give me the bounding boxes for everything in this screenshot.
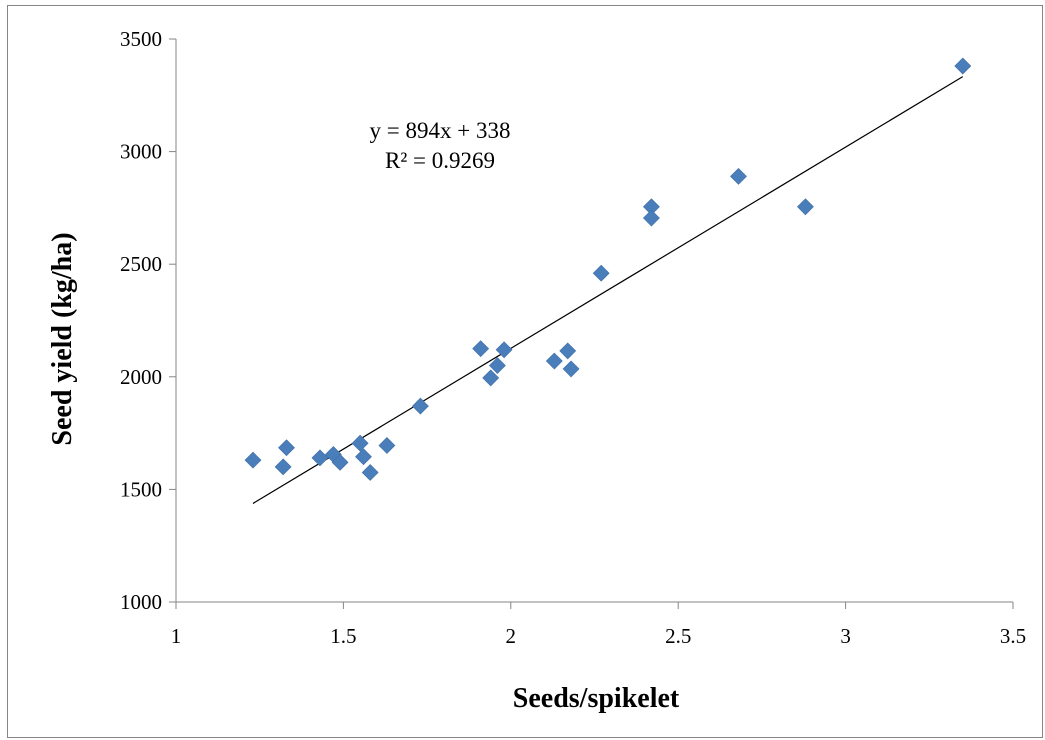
data-point-marker <box>351 434 369 452</box>
data-point-marker <box>545 352 563 370</box>
x-tick-label: 1 <box>171 624 182 648</box>
data-point-marker <box>562 360 580 378</box>
data-point-marker <box>482 369 500 387</box>
x-tick-label: 3 <box>840 624 851 648</box>
scatter-chart: 1 1.5 2 2.5 3 3.5 1000 1500 2000 2500 3000 3500 y … <box>47 27 1026 714</box>
x-tick-label: 2.5 <box>665 624 691 648</box>
data-point-marker <box>495 341 513 359</box>
data-point-marker <box>278 439 295 457</box>
data-point-marker <box>378 437 396 454</box>
axes <box>175 39 1013 603</box>
data-point-marker <box>311 449 329 467</box>
trendline-group <box>252 76 964 504</box>
data-point-marker <box>355 448 372 466</box>
data-point-marker <box>559 342 577 360</box>
y-axis-title: Seed yield (kg/ha) <box>47 232 78 445</box>
y-tick-label: 1500 <box>120 477 162 501</box>
y-tick-label: 1000 <box>120 590 162 614</box>
trendline <box>252 76 964 504</box>
data-point-marker <box>274 458 292 476</box>
x-tick-label: 1.5 <box>330 624 356 648</box>
data-point-marker <box>954 57 972 75</box>
data-point-marker <box>642 209 660 227</box>
data-point-marker <box>796 198 814 216</box>
data-point-marker <box>472 340 490 358</box>
x-axis-ticks: 1 1.5 2 2.5 3 3.5 <box>171 602 1026 648</box>
y-tick-label: 2500 <box>120 252 162 276</box>
data-point-marker <box>331 453 349 471</box>
data-point-marker <box>488 357 506 374</box>
y-axis-ticks: 1000 1500 2000 2500 3000 3500 <box>120 27 176 614</box>
data-points <box>244 57 972 481</box>
data-point-marker <box>730 167 747 185</box>
trendline-equation: y = 894x + 338 <box>370 118 511 143</box>
data-point-marker <box>592 264 610 282</box>
data-point-marker <box>411 397 429 415</box>
x-tick-label: 3.5 <box>1000 624 1026 648</box>
x-axis-title: Seeds/spikelet <box>513 683 680 714</box>
y-tick-label: 2000 <box>120 365 162 389</box>
x-tick-label: 2 <box>506 624 517 648</box>
chart-frame: 1 1.5 2 2.5 3 3.5 1000 1500 2000 2500 3000 3500 y … <box>7 5 1043 738</box>
data-point-marker <box>244 451 262 469</box>
y-tick-label: 3000 <box>120 140 162 164</box>
r-squared-label: R² = 0.9269 <box>385 148 495 173</box>
y-tick-label: 3500 <box>120 27 162 51</box>
data-point-marker <box>361 464 379 481</box>
